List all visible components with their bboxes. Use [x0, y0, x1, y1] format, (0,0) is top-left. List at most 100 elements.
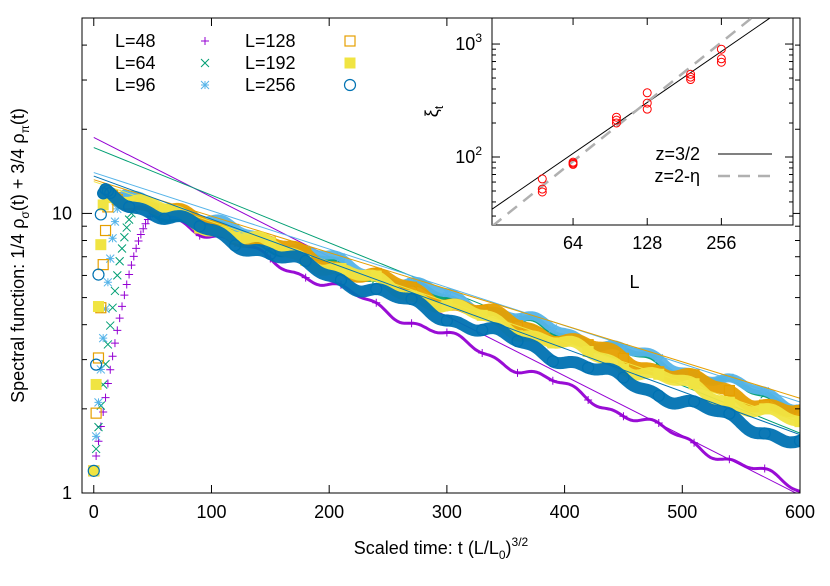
data-point — [440, 314, 453, 327]
data-point — [301, 273, 310, 282]
fit-line — [93, 179, 800, 399]
data-point — [478, 349, 487, 358]
data-point — [101, 184, 114, 198]
data-point — [334, 273, 348, 287]
inset-data-point — [611, 112, 621, 122]
inset-data-point — [611, 115, 621, 125]
inset-data-point — [686, 72, 696, 82]
data-point — [108, 352, 117, 361]
inset-x-tick-label: 128 — [632, 233, 662, 253]
data-point — [617, 371, 630, 384]
inset-data-point — [686, 75, 696, 85]
data-point — [108, 303, 117, 313]
legend-label: L=48 — [115, 31, 156, 51]
inset-data-point — [537, 174, 547, 184]
data-point — [141, 219, 150, 228]
data-point — [723, 407, 736, 420]
inset-y-axis-label: ξt — [422, 105, 446, 117]
data-point — [112, 271, 122, 280]
data-point — [405, 292, 418, 306]
fit-line — [93, 172, 800, 403]
data-point — [95, 239, 107, 251]
legend-marker — [200, 58, 210, 68]
legend-label: L=256 — [245, 75, 296, 95]
data-point — [97, 259, 109, 271]
data-point — [99, 224, 112, 237]
data-point — [129, 252, 138, 261]
data-point — [654, 419, 663, 428]
data-point — [760, 464, 769, 473]
inset-x-axis-label: L — [629, 272, 639, 292]
inset-x-tick-label: 64 — [563, 233, 583, 253]
main-data-layer — [87, 136, 800, 493]
data-point — [652, 389, 665, 402]
inset-fit-line — [492, 18, 754, 225]
inset-data-point — [568, 159, 578, 169]
data-point — [193, 220, 206, 233]
data-point — [511, 335, 524, 348]
data-point — [264, 247, 277, 261]
main-plot: 0 100 200 300 400 500 600 1 10 Scaled time: t (L/… — [8, 17, 815, 562]
inset-data-point — [716, 54, 726, 64]
data-point — [760, 386, 770, 396]
data-point — [139, 224, 148, 233]
data-point — [115, 314, 124, 323]
data-point — [476, 323, 489, 337]
inset-data-layer — [492, 18, 771, 225]
inset-plot: 64 128 256 102 103 Lξt z=3/2z=2-η — [422, 17, 794, 292]
legend-marker — [344, 57, 356, 69]
data-point — [99, 408, 108, 417]
fit-line — [93, 181, 800, 423]
data-point — [110, 339, 119, 348]
inset-y-tick-label: 102 — [455, 144, 482, 167]
series-band — [97, 183, 800, 449]
data-point — [117, 244, 127, 253]
data-point — [228, 239, 242, 252]
data-point — [112, 204, 122, 214]
inset-frame — [491, 17, 794, 226]
data-point — [91, 431, 101, 441]
data-point — [136, 230, 145, 239]
data-point — [758, 427, 771, 440]
data-point — [546, 355, 559, 368]
inset-legend-label: z=3/2 — [655, 144, 700, 164]
data-point — [548, 376, 557, 385]
legend-label: L=96 — [115, 75, 156, 95]
data-point — [103, 277, 113, 287]
data-point — [90, 407, 102, 419]
data-point — [96, 365, 106, 374]
inset-data-point — [642, 104, 652, 114]
inset-data-point — [716, 44, 726, 54]
data-point — [110, 217, 120, 226]
data-point — [92, 352, 105, 364]
data-point — [124, 215, 134, 224]
data-point — [759, 403, 771, 415]
data-point — [122, 223, 132, 232]
data-point — [127, 261, 136, 270]
data-point — [90, 358, 103, 371]
inset-data-point — [537, 187, 547, 197]
legend-label: L=64 — [115, 53, 156, 73]
data-point — [122, 280, 131, 289]
data-point — [725, 373, 734, 383]
data-point — [120, 232, 129, 242]
data-point — [793, 434, 800, 447]
data-point — [513, 313, 522, 323]
data-point — [87, 464, 100, 477]
data-point — [619, 412, 628, 421]
data-point — [407, 319, 416, 328]
legend-marker — [343, 78, 357, 92]
data-point — [94, 422, 103, 432]
inset-data-point — [716, 57, 726, 67]
data-point — [110, 286, 120, 296]
data-point — [442, 328, 451, 337]
data-point — [336, 253, 346, 262]
x-tick-label: 0 — [89, 502, 99, 522]
data-point — [125, 270, 134, 279]
data-point — [108, 233, 117, 243]
data-point — [120, 291, 129, 300]
y-axis-label: Spectral function: 1/4 ρσ(t) + 3/4 ρπ(t) — [8, 108, 32, 403]
inset-data-point — [611, 118, 621, 128]
